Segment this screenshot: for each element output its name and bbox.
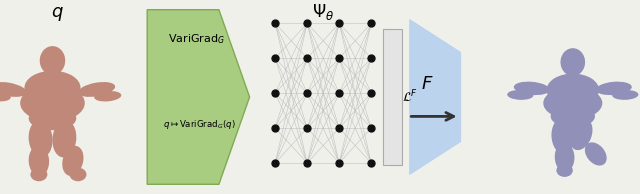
Text: $q$: $q$ — [51, 5, 64, 23]
Text: $F$: $F$ — [421, 75, 434, 93]
Ellipse shape — [47, 69, 58, 83]
Ellipse shape — [0, 82, 27, 97]
Ellipse shape — [556, 164, 573, 177]
Ellipse shape — [570, 119, 593, 150]
Ellipse shape — [543, 87, 602, 120]
Ellipse shape — [40, 46, 65, 75]
Bar — [383, 29, 402, 165]
Ellipse shape — [547, 74, 599, 106]
Ellipse shape — [514, 82, 550, 95]
Text: $\Psi_\theta$: $\Psi_\theta$ — [312, 2, 334, 22]
Ellipse shape — [94, 91, 122, 101]
Ellipse shape — [567, 70, 579, 83]
Text: VariGrad$_G$: VariGrad$_G$ — [168, 32, 225, 46]
Ellipse shape — [612, 90, 638, 100]
Ellipse shape — [585, 142, 607, 165]
Ellipse shape — [78, 82, 115, 97]
Polygon shape — [147, 10, 250, 184]
Ellipse shape — [30, 168, 47, 181]
Ellipse shape — [29, 120, 52, 157]
Ellipse shape — [552, 118, 575, 154]
Ellipse shape — [70, 168, 86, 181]
Ellipse shape — [52, 120, 76, 157]
Ellipse shape — [20, 84, 84, 122]
Ellipse shape — [508, 90, 533, 100]
Ellipse shape — [561, 48, 585, 76]
Text: $\mathcal{L}^F$: $\mathcal{L}^F$ — [402, 89, 418, 105]
Ellipse shape — [550, 105, 595, 128]
Ellipse shape — [0, 91, 11, 101]
Polygon shape — [410, 19, 461, 175]
Ellipse shape — [62, 146, 83, 176]
Ellipse shape — [555, 142, 575, 172]
Text: $q \mapsto \mathrm{VariGrad}_G(q)$: $q \mapsto \mathrm{VariGrad}_G(q)$ — [163, 118, 236, 131]
Ellipse shape — [29, 146, 49, 176]
Ellipse shape — [596, 82, 632, 95]
Ellipse shape — [24, 71, 81, 105]
Ellipse shape — [29, 107, 76, 130]
